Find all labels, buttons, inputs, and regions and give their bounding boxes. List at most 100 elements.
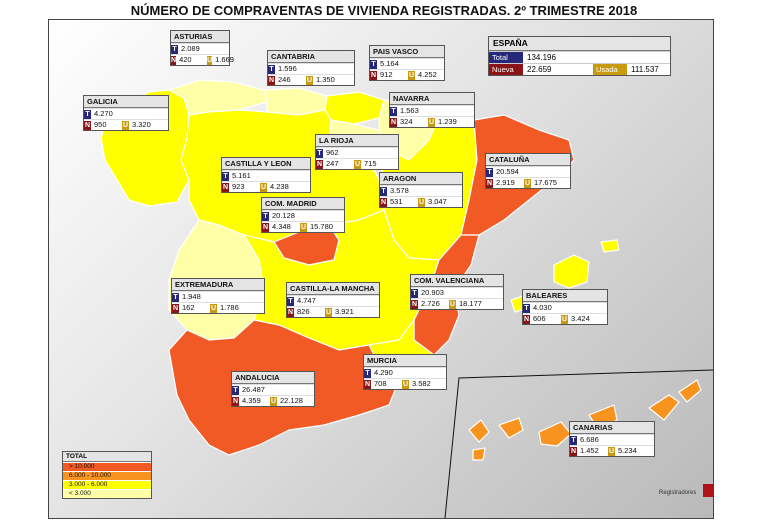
- region-name: LA RIOJA: [316, 135, 398, 147]
- usada-tag: U: [428, 117, 435, 127]
- nueva-tag: N: [380, 197, 387, 207]
- total-tag: T: [232, 385, 239, 395]
- region-total-row: T 3.578: [380, 185, 462, 196]
- region-usada: 3.582: [412, 379, 431, 388]
- region-usada: 3.047: [428, 197, 447, 206]
- total-tag: T: [171, 44, 178, 54]
- region-name: CASTILLA-LA MANCHA: [287, 283, 379, 295]
- region-usada: 1.239: [438, 117, 457, 126]
- region-box: CATALUÑA T 20.594 N 2.919 U 17.675: [485, 153, 571, 189]
- region-name: MURCIA: [364, 355, 446, 367]
- total-tag: T: [316, 148, 323, 158]
- espana-usada-value: 111.537: [631, 65, 659, 74]
- region-nueva: 4.359: [242, 396, 261, 405]
- region-nueva: 247: [326, 159, 339, 168]
- nueva-tag: N: [262, 222, 269, 232]
- region-box: LA RIOJA T 962 N 247 U 715: [315, 134, 399, 170]
- region-box: ANDALUCIA T 26.487 N 4.359 U 22.128: [231, 371, 315, 407]
- total-tag: T: [287, 296, 294, 306]
- region-box: ARAGON T 3.578 N 531 U 3.047: [379, 172, 463, 208]
- region-box: COM. VALENCIANA T 20.903 N 2.726 U 18.177: [410, 274, 504, 310]
- region-box: EXTREMADURA T 1.948 N 162 U 1.786: [171, 278, 265, 314]
- region-canarias-5: [648, 394, 680, 421]
- region-total: 26.487: [242, 385, 265, 394]
- region-canarias-6: [678, 379, 702, 403]
- nueva-tag: N: [287, 307, 294, 317]
- region-box: ASTURIAS T 2.089 N 420 U 1.669: [170, 30, 234, 66]
- usada-tag: U: [449, 299, 456, 309]
- usada-tag: U: [418, 197, 425, 207]
- region-total: 5.164: [380, 59, 399, 68]
- total-tag: T: [222, 171, 229, 181]
- usada-tag: U: [306, 75, 313, 85]
- region-total: 4.747: [297, 296, 316, 305]
- region-total: 6.686: [580, 435, 599, 444]
- usada-tag: U: [408, 70, 415, 80]
- region-total: 4.290: [374, 368, 393, 377]
- region-total-row: T 1.596: [268, 63, 354, 74]
- total-tag: T: [486, 167, 493, 177]
- usada-tag: U: [608, 446, 615, 456]
- nueva-tag: N: [172, 303, 179, 313]
- espana-nueva-label: Nueva: [489, 64, 523, 75]
- total-tag: T: [380, 186, 387, 196]
- region-total: 20.594: [496, 167, 519, 176]
- region-usada: 4.238: [270, 182, 289, 191]
- usada-tag: U: [207, 55, 213, 65]
- region-canarias-3: [538, 421, 572, 447]
- nueva-tag: N: [232, 396, 239, 406]
- espana-total-label: Total: [489, 52, 523, 63]
- total-tag: T: [268, 64, 275, 74]
- usada-tag: U: [524, 178, 531, 188]
- region-canarias-1: [468, 419, 490, 443]
- region-name: NAVARRA: [390, 93, 474, 105]
- region-name: CANARIAS: [570, 422, 654, 434]
- total-tag: T: [370, 59, 377, 69]
- region-usada: 4.252: [418, 70, 437, 79]
- total-tag: T: [84, 109, 91, 119]
- region-name: CASTILLA Y LEON: [222, 158, 310, 170]
- region-split-row: N 162 U 1.786: [172, 302, 264, 313]
- usada-tag: U: [260, 182, 267, 192]
- nueva-tag: N: [316, 159, 323, 169]
- region-total-row: T 20.128: [262, 210, 344, 221]
- total-tag: T: [411, 288, 418, 298]
- region-total: 20.903: [421, 288, 444, 297]
- region-name: ANDALUCIA: [232, 372, 314, 384]
- espana-usada-label: Usada: [593, 64, 627, 75]
- region-total: 5.161: [232, 171, 251, 180]
- region-usada: 1.669: [215, 55, 234, 64]
- region-total: 20.128: [272, 211, 295, 220]
- region-usada: 3.921: [335, 307, 354, 316]
- legend-item: 6.000 - 10.000: [63, 471, 151, 480]
- region-split-row: N 950 U 3.320: [84, 119, 168, 130]
- region-asturias: [168, 79, 268, 116]
- region-box: CASTILLA Y LEON T 5.161 N 923 U 4.238: [221, 157, 311, 193]
- region-split-row: N 4.348 U 15.780: [262, 221, 344, 232]
- region-usada: 22.128: [280, 396, 303, 405]
- nueva-tag: N: [84, 120, 91, 130]
- region-name: BALEARES: [523, 290, 607, 302]
- legend: TOTAL > 10.000 6.000 - 10.000 3.000 - 6.…: [62, 451, 152, 499]
- region-split-row: N 1.452 U 5.234: [570, 445, 654, 456]
- usada-tag: U: [210, 303, 217, 313]
- usada-tag: U: [300, 222, 307, 232]
- region-nueva: 1.452: [580, 446, 599, 455]
- region-total-row: T 6.686: [570, 434, 654, 445]
- region-total: 1.563: [400, 106, 419, 115]
- nueva-tag: N: [486, 178, 493, 188]
- region-name: EXTREMADURA: [172, 279, 264, 291]
- region-nueva: 826: [297, 307, 310, 316]
- region-usada: 3.320: [132, 120, 151, 129]
- region-total-row: T 4.747: [287, 295, 379, 306]
- region-split-row: N 247 U 715: [316, 158, 398, 169]
- region-box: CANTABRIA T 1.596 N 246 U 1.350: [267, 50, 355, 86]
- region-nueva: 950: [94, 120, 107, 129]
- region-nueva: 420: [179, 55, 192, 64]
- region-usada: 1.786: [220, 303, 239, 312]
- region-nueva: 912: [380, 70, 393, 79]
- page-title: NÚMERO DE COMPRAVENTAS DE VIVIENDA REGIS…: [130, 3, 638, 18]
- region-total-row: T 5.161: [222, 170, 310, 181]
- nueva-tag: N: [390, 117, 397, 127]
- canarias-inset-border: [444, 369, 713, 518]
